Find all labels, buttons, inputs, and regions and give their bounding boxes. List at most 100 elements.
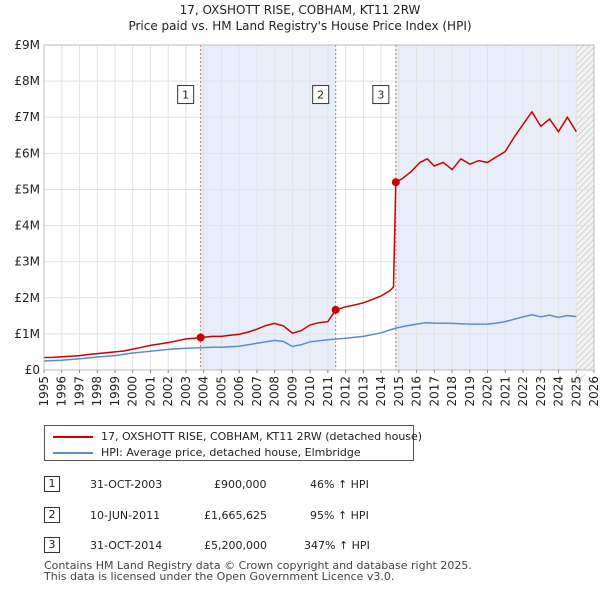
x-tick-label: 2009	[285, 376, 299, 407]
x-tick-label: 2025	[569, 376, 583, 407]
x-tick-label: 2006	[232, 376, 246, 407]
future-hatch	[575, 118, 595, 138]
transaction-price: £1,665,625	[204, 509, 267, 522]
future-hatch	[575, 334, 595, 354]
transaction-number: 1	[44, 476, 60, 492]
y-tick-label: £9M	[14, 38, 40, 52]
transaction-date: 31-OCT-2014	[90, 539, 163, 552]
chart-title: 17, OXSHOTT RISE, COBHAM, KT11 2RW	[180, 3, 421, 17]
future-hatch	[575, 46, 595, 66]
future-hatch	[575, 274, 595, 294]
future-hatch	[575, 316, 595, 336]
transaction-date: 31-OCT-2003	[90, 478, 163, 491]
x-tick-label: 1996	[55, 376, 69, 407]
future-hatch	[575, 214, 595, 234]
x-tick-label: 2015	[392, 376, 406, 407]
future-hatch	[575, 58, 595, 78]
transaction-hpi: 347% ↑ HPI	[304, 539, 370, 552]
future-hatch	[575, 106, 595, 126]
footer: Contains HM Land Registry data © Crown c…	[44, 560, 472, 582]
future-hatch	[575, 328, 595, 348]
y-tick-label: £5M	[14, 182, 40, 196]
future-hatch	[575, 220, 595, 240]
price-chart: 17, OXSHOTT RISE, COBHAM, KT11 2RW Price…	[14, 0, 600, 407]
x-tick-label: 1995	[37, 376, 51, 407]
hatch-clip-top	[575, 0, 599, 45]
sale-marker	[196, 333, 205, 342]
transaction-hpi: 46% ↑ HPI	[310, 478, 369, 491]
future-hatch	[575, 340, 595, 360]
legend-label-property: 17, OXSHOTT RISE, COBHAM, KT11 2RW (deta…	[101, 430, 423, 443]
legend-swatch-property	[53, 436, 93, 438]
future-hatch	[575, 178, 595, 198]
x-tick-label: 2008	[268, 376, 282, 407]
legend: 17, OXSHOTT RISE, COBHAM, KT11 2RW (deta…	[44, 425, 422, 461]
x-tick-label: 2024	[552, 376, 566, 407]
x-tick-label: 2004	[197, 376, 211, 407]
x-tick-label: 2020	[481, 376, 495, 407]
transaction-price: £5,200,000	[204, 539, 267, 552]
future-hatch	[575, 208, 595, 228]
future-hatch	[575, 112, 595, 132]
future-hatch	[575, 304, 595, 324]
future-hatch	[575, 136, 595, 156]
future-hatch	[575, 364, 595, 384]
event-box	[312, 85, 330, 105]
x-tick-label: 2017	[427, 376, 441, 407]
future-hatch	[575, 250, 595, 270]
future-hatch	[575, 76, 595, 96]
legend-swatch-hpi	[53, 452, 93, 454]
future-hatch	[575, 82, 595, 102]
price-line	[43, 110, 577, 359]
hpi-line	[43, 314, 577, 362]
future-hatch	[575, 238, 595, 258]
y-tick-label: £1M	[14, 327, 40, 341]
future-hatch	[575, 166, 595, 186]
highlight-span	[395, 45, 577, 370]
future-hatch	[575, 64, 595, 84]
future-hatch	[575, 322, 595, 342]
future-hatch	[575, 352, 595, 372]
x-tick-label: 2005	[214, 376, 228, 407]
x-tick-label: 2003	[179, 376, 193, 407]
future-hatch	[575, 298, 595, 318]
y-tick-label: £8M	[14, 74, 40, 88]
transaction-price: £900,000	[214, 478, 267, 491]
future-hatch	[575, 244, 595, 264]
future-hatch	[575, 142, 595, 162]
future-hatch	[575, 268, 595, 288]
x-tick-label: 2001	[143, 376, 157, 407]
x-tick-label: 2002	[161, 376, 175, 407]
future-hatch	[575, 202, 595, 222]
future-hatch	[575, 256, 595, 276]
transaction-number: 2	[44, 507, 60, 523]
future-hatch	[575, 172, 595, 192]
x-tick-label: 2014	[374, 376, 388, 407]
future-hatch	[575, 196, 595, 216]
event-box	[372, 85, 390, 105]
y-tick-label: £0	[25, 363, 40, 377]
future-hatch	[575, 190, 595, 210]
event-label: 3	[377, 89, 384, 102]
future-hatch	[575, 148, 595, 168]
y-tick-label: £4M	[14, 219, 40, 233]
future-hatch	[575, 100, 595, 120]
future-hatch	[575, 124, 595, 144]
x-tick-label: 1999	[108, 376, 122, 407]
future-hatch	[575, 184, 595, 204]
transaction-hpi: 95% ↑ HPI	[310, 509, 369, 522]
transaction-date: 10-JUN-2011	[90, 509, 161, 522]
y-tick-label: £7M	[14, 110, 40, 124]
event-box	[177, 85, 195, 105]
future-hatch	[575, 88, 595, 108]
x-tick-label: 2013	[356, 376, 370, 407]
x-tick-label: 2018	[445, 376, 459, 407]
future-hatch	[575, 310, 595, 330]
future-hatch	[575, 160, 595, 180]
copyright-notice: Contains HM Land Registry data © Crown c…	[44, 559, 472, 572]
future-hatch	[575, 154, 595, 174]
licence-notice: This data is licensed under the Open Gov…	[44, 570, 395, 583]
x-tick-label: 2011	[321, 376, 335, 407]
x-tick-label: 2022	[516, 376, 530, 407]
future-hatch	[575, 358, 595, 378]
